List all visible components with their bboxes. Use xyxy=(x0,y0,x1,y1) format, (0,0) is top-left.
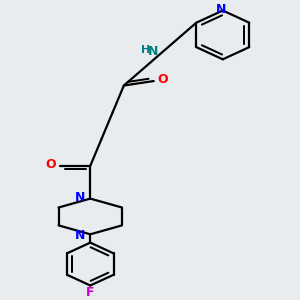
Text: F: F xyxy=(86,286,94,299)
Text: N: N xyxy=(75,191,85,204)
Text: O: O xyxy=(158,73,168,86)
Text: O: O xyxy=(46,158,56,172)
Text: N: N xyxy=(147,45,158,58)
Text: N: N xyxy=(75,229,85,242)
Text: H: H xyxy=(140,45,150,55)
Text: N: N xyxy=(216,3,226,16)
